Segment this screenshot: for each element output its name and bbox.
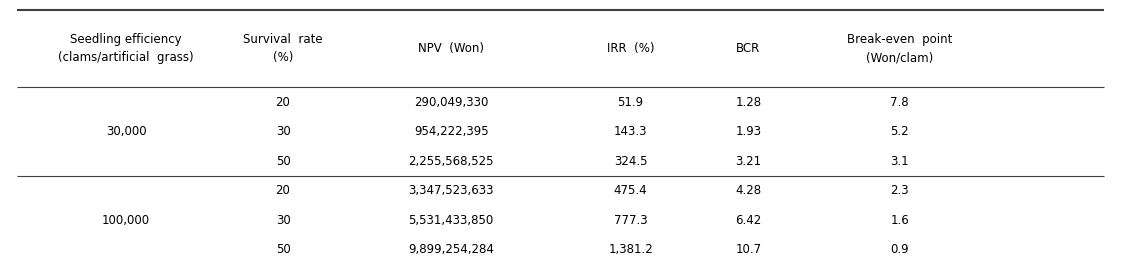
Text: 50: 50 [276,243,290,256]
Text: 9,899,254,284: 9,899,254,284 [408,243,494,256]
Text: Break-even  point
(Won/clam): Break-even point (Won/clam) [846,33,953,64]
Text: 30,000: 30,000 [105,125,147,138]
Text: 1.28: 1.28 [735,96,761,109]
Text: 3,347,523,633: 3,347,523,633 [408,184,494,197]
Text: 50: 50 [276,155,290,168]
Text: 475.4: 475.4 [614,184,647,197]
Text: 6.42: 6.42 [735,214,761,227]
Text: Survival  rate
(%): Survival rate (%) [243,33,323,64]
Text: 51.9: 51.9 [618,96,643,109]
Text: 290,049,330: 290,049,330 [414,96,489,109]
Text: 100,000: 100,000 [102,214,150,227]
Text: 30: 30 [276,214,290,227]
Text: BCR: BCR [736,42,760,55]
Text: 954,222,395: 954,222,395 [414,125,489,138]
Text: 10.7: 10.7 [735,243,761,256]
Text: 143.3: 143.3 [614,125,647,138]
Text: 1.93: 1.93 [735,125,761,138]
Text: 4.28: 4.28 [735,184,761,197]
Text: 324.5: 324.5 [614,155,647,168]
Text: 1.6: 1.6 [890,214,909,227]
Text: 5,531,433,850: 5,531,433,850 [408,214,494,227]
Text: 20: 20 [276,184,290,197]
Text: 30: 30 [276,125,290,138]
Text: NPV  (Won): NPV (Won) [418,42,484,55]
Text: 3.21: 3.21 [735,155,761,168]
Text: Seedling efficiency
(clams/artificial  grass): Seedling efficiency (clams/artificial gr… [58,33,194,64]
Text: 7.8: 7.8 [890,96,909,109]
Text: 2,255,568,525: 2,255,568,525 [408,155,494,168]
Text: IRR  (%): IRR (%) [606,42,655,55]
Text: 777.3: 777.3 [614,214,647,227]
Text: 0.9: 0.9 [890,243,909,256]
Text: 1,381.2: 1,381.2 [609,243,652,256]
Text: 2.3: 2.3 [890,184,909,197]
Text: 5.2: 5.2 [890,125,909,138]
Text: 20: 20 [276,96,290,109]
Text: 3.1: 3.1 [890,155,909,168]
